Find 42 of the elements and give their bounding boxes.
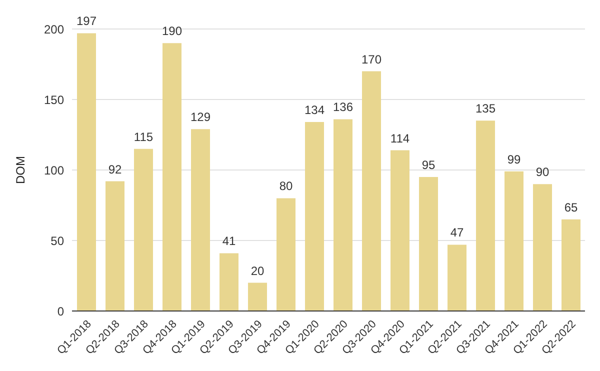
- bar: [504, 171, 524, 311]
- bar: [276, 198, 296, 311]
- y-tick-label: 150: [44, 92, 64, 107]
- y-tick-label: 200: [44, 22, 64, 36]
- bar: [390, 150, 410, 311]
- bar: [533, 184, 552, 311]
- data-label: 134: [304, 103, 325, 118]
- data-label: 115: [134, 130, 154, 144]
- bar: [476, 120, 495, 311]
- bar: [305, 122, 324, 311]
- data-label: 190: [162, 24, 182, 38]
- bar: [362, 71, 381, 311]
- bar: [562, 219, 580, 311]
- data-label: 80: [279, 179, 293, 194]
- bar: [448, 244, 466, 311]
- y-tick-label: 100: [44, 163, 64, 178]
- data-label: 90: [536, 165, 550, 180]
- data-label: 114: [390, 131, 410, 146]
- bar: [220, 253, 238, 311]
- data-label: 65: [564, 200, 578, 214]
- data-label: 47: [450, 226, 464, 240]
- data-label: 170: [361, 52, 382, 66]
- data-label: 20: [250, 264, 264, 278]
- data-label: 136: [332, 100, 354, 114]
- data-label: 41: [222, 234, 236, 248]
- bar: [191, 129, 210, 311]
- bar: [134, 148, 153, 311]
- data-label: 197: [76, 14, 97, 28]
- bar: [248, 282, 267, 311]
- bar: [419, 177, 438, 311]
- data-label: 99: [507, 152, 521, 166]
- bar: [162, 43, 182, 311]
- y-tick-label: 0: [57, 304, 64, 318]
- data-label: 95: [422, 158, 436, 172]
- data-label: 129: [190, 110, 211, 124]
- bar: [106, 181, 124, 311]
- bar: [77, 33, 96, 311]
- data-label: 135: [475, 102, 496, 116]
- bar: [334, 119, 352, 311]
- y-tick-label: 50: [50, 234, 64, 248]
- data-label: 92: [108, 162, 122, 176]
- y-axis-title: DOM: [13, 156, 28, 184]
